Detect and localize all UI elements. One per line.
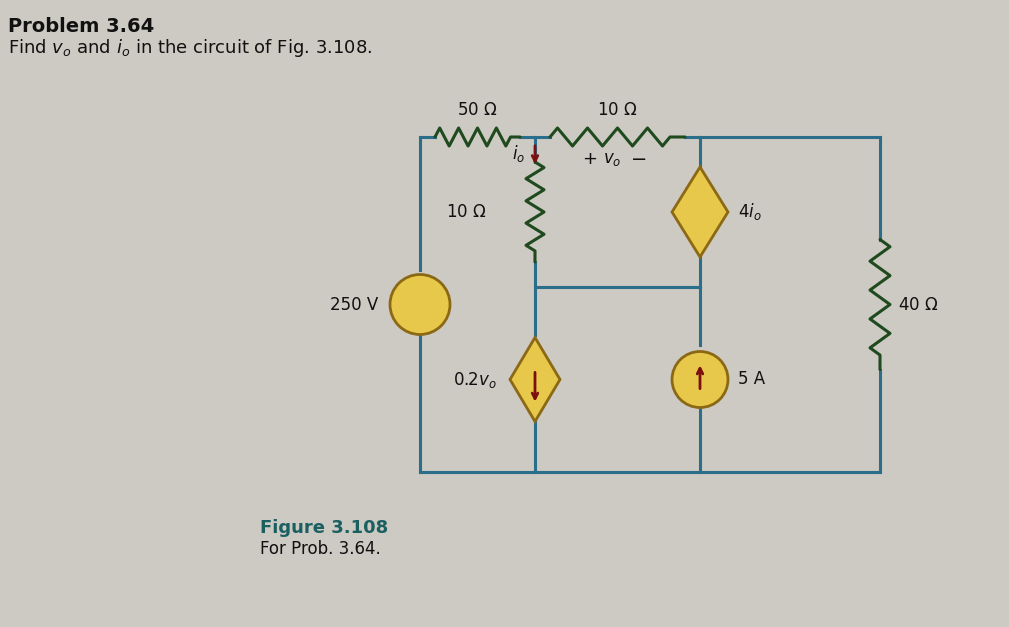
Text: $4i_o$: $4i_o$ — [738, 201, 762, 223]
Text: 5 A: 5 A — [738, 371, 765, 389]
Text: For Prob. 3.64.: For Prob. 3.64. — [260, 540, 380, 558]
Text: $i_o$: $i_o$ — [512, 142, 525, 164]
Text: 40 $\Omega$: 40 $\Omega$ — [898, 295, 938, 314]
Text: 50 $\Omega$: 50 $\Omega$ — [457, 101, 497, 119]
Circle shape — [672, 352, 728, 408]
Polygon shape — [672, 167, 728, 257]
Text: $v_o$: $v_o$ — [603, 150, 622, 168]
Text: Problem 3.64: Problem 3.64 — [8, 17, 154, 36]
Text: −: − — [699, 223, 710, 237]
Circle shape — [390, 275, 450, 334]
Text: −: − — [632, 149, 648, 169]
Text: $0.2v_o$: $0.2v_o$ — [453, 369, 497, 389]
Text: 10 $\Omega$: 10 $\Omega$ — [597, 101, 638, 119]
Text: Find $v_o$ and $i_o$ in the circuit of Fig. 3.108.: Find $v_o$ and $i_o$ in the circuit of F… — [8, 37, 372, 59]
Text: +: + — [417, 285, 429, 298]
Text: Figure 3.108: Figure 3.108 — [260, 519, 388, 537]
Text: 10 $\Omega$: 10 $\Omega$ — [446, 203, 487, 221]
Text: +: + — [582, 150, 597, 168]
Text: +: + — [699, 187, 710, 201]
Text: −: − — [416, 308, 431, 327]
Text: 250 V: 250 V — [330, 295, 378, 314]
Polygon shape — [510, 337, 560, 421]
